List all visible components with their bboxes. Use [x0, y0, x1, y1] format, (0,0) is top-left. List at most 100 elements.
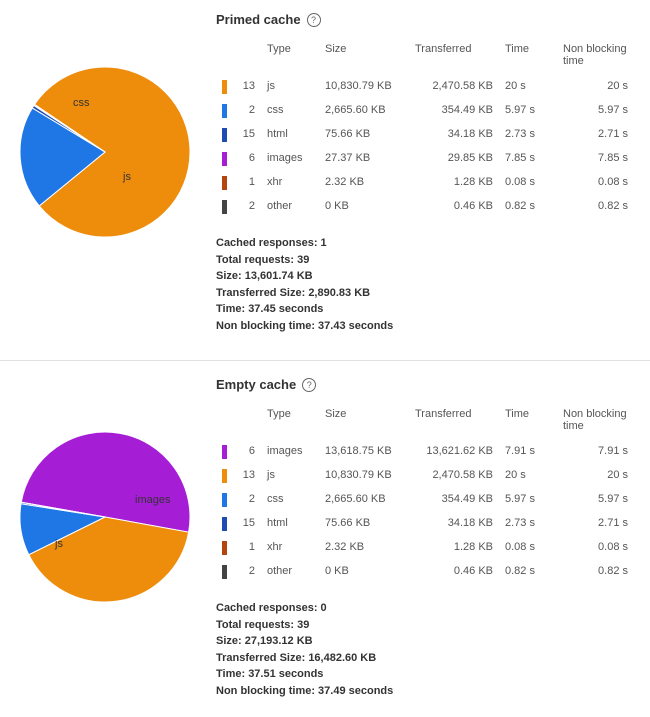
row-nbt: 0.08 s — [557, 538, 634, 562]
type-color-swatch — [222, 541, 227, 555]
type-color-swatch — [222, 104, 227, 118]
row-time: 5.97 s — [499, 101, 557, 125]
column-header: Transferred — [409, 39, 499, 77]
summary-line: Time: 37.45 seconds — [216, 301, 634, 318]
row-count: 13 — [233, 77, 261, 101]
column-header: Size — [319, 404, 409, 442]
row-time: 2.73 s — [499, 514, 557, 538]
row-type: js — [261, 466, 319, 490]
type-color-swatch — [222, 200, 227, 214]
pie-slice-label: css — [73, 97, 90, 109]
column-header: Transferred — [409, 404, 499, 442]
table-row: 13 js 10,830.79 KB 2,470.58 KB 20 s 20 s — [216, 77, 634, 101]
row-type: html — [261, 514, 319, 538]
table-row: 6 images 13,618.75 KB 13,621.62 KB 7.91 … — [216, 442, 634, 466]
row-time: 0.08 s — [499, 538, 557, 562]
row-transferred: 1.28 KB — [409, 538, 499, 562]
row-transferred: 34.18 KB — [409, 125, 499, 149]
row-time: 0.08 s — [499, 173, 557, 197]
type-color-swatch — [222, 517, 227, 531]
summary-line: Non blocking time: 37.43 seconds — [216, 318, 634, 335]
row-type: other — [261, 197, 319, 221]
cache-section: jscssPrimed cache ?TypeSizeTransferredTi… — [0, 0, 650, 352]
help-icon[interactable]: ? — [302, 378, 316, 392]
type-color-swatch — [222, 152, 227, 166]
row-count: 2 — [233, 197, 261, 221]
summary-line: Transferred Size: 2,890.83 KB — [216, 285, 634, 302]
row-count: 2 — [233, 562, 261, 586]
column-header: Type — [261, 404, 319, 442]
row-count: 2 — [233, 490, 261, 514]
type-color-swatch — [222, 493, 227, 507]
row-time: 0.82 s — [499, 197, 557, 221]
summary-block: Cached responses: 0Total requests: 39Siz… — [216, 600, 634, 699]
table-row: 1 xhr 2.32 KB 1.28 KB 0.08 s 0.08 s — [216, 538, 634, 562]
column-header — [233, 39, 261, 77]
row-type: images — [261, 149, 319, 173]
table-row: 2 other 0 KB 0.46 KB 0.82 s 0.82 s — [216, 562, 634, 586]
row-transferred: 354.49 KB — [409, 101, 499, 125]
column-header — [216, 404, 233, 442]
row-nbt: 0.82 s — [557, 197, 634, 221]
row-count: 15 — [233, 514, 261, 538]
summary-block: Cached responses: 1Total requests: 39Siz… — [216, 235, 634, 334]
summary-line: Size: 13,601.74 KB — [216, 268, 634, 285]
pie-chart: imagesjs — [0, 377, 210, 699]
summary-line: Size: 27,193.12 KB — [216, 633, 634, 650]
row-count: 2 — [233, 101, 261, 125]
row-nbt: 20 s — [557, 77, 634, 101]
type-color-swatch — [222, 469, 227, 483]
row-transferred: 13,621.62 KB — [409, 442, 499, 466]
row-nbt: 5.97 s — [557, 490, 634, 514]
summary-line: Time: 37.51 seconds — [216, 666, 634, 683]
row-type: html — [261, 125, 319, 149]
row-count: 6 — [233, 442, 261, 466]
row-nbt: 2.71 s — [557, 125, 634, 149]
row-nbt: 5.97 s — [557, 101, 634, 125]
row-type: js — [261, 77, 319, 101]
row-type: xhr — [261, 173, 319, 197]
row-nbt: 2.71 s — [557, 514, 634, 538]
type-color-swatch — [222, 176, 227, 190]
row-nbt: 0.08 s — [557, 173, 634, 197]
table-row: 15 html 75.66 KB 34.18 KB 2.73 s 2.71 s — [216, 125, 634, 149]
row-nbt: 7.85 s — [557, 149, 634, 173]
table-row: 2 css 2,665.60 KB 354.49 KB 5.97 s 5.97 … — [216, 490, 634, 514]
row-type: css — [261, 490, 319, 514]
row-transferred: 0.46 KB — [409, 197, 499, 221]
type-color-swatch — [222, 128, 227, 142]
type-breakdown-table: TypeSizeTransferredTimeNon blocking time… — [216, 404, 634, 586]
row-type: other — [261, 562, 319, 586]
row-transferred: 29.85 KB — [409, 149, 499, 173]
type-breakdown-table: TypeSizeTransferredTimeNon blocking time… — [216, 39, 634, 221]
column-header: Non blocking time — [557, 404, 634, 442]
row-size: 27.37 KB — [319, 149, 409, 173]
row-size: 10,830.79 KB — [319, 77, 409, 101]
summary-line: Cached responses: 0 — [216, 600, 634, 617]
table-row: 2 other 0 KB 0.46 KB 0.82 s 0.82 s — [216, 197, 634, 221]
row-nbt: 7.91 s — [557, 442, 634, 466]
column-header: Type — [261, 39, 319, 77]
row-size: 2,665.60 KB — [319, 101, 409, 125]
type-color-swatch — [222, 80, 227, 94]
row-count: 1 — [233, 173, 261, 197]
row-count: 1 — [233, 538, 261, 562]
row-time: 7.85 s — [499, 149, 557, 173]
section-title: Primed cache — [216, 12, 301, 27]
help-icon[interactable]: ? — [307, 13, 321, 27]
pie-chart: jscss — [0, 12, 210, 334]
table-row: 6 images 27.37 KB 29.85 KB 7.85 s 7.85 s — [216, 149, 634, 173]
section-title: Empty cache — [216, 377, 296, 392]
row-size: 2.32 KB — [319, 173, 409, 197]
pie-slice-label: js — [54, 538, 63, 550]
row-size: 2.32 KB — [319, 538, 409, 562]
row-size: 13,618.75 KB — [319, 442, 409, 466]
summary-line: Non blocking time: 37.49 seconds — [216, 683, 634, 700]
row-size: 10,830.79 KB — [319, 466, 409, 490]
row-size: 0 KB — [319, 197, 409, 221]
row-time: 20 s — [499, 466, 557, 490]
column-header — [233, 404, 261, 442]
row-time: 7.91 s — [499, 442, 557, 466]
row-type: xhr — [261, 538, 319, 562]
column-header: Time — [499, 404, 557, 442]
